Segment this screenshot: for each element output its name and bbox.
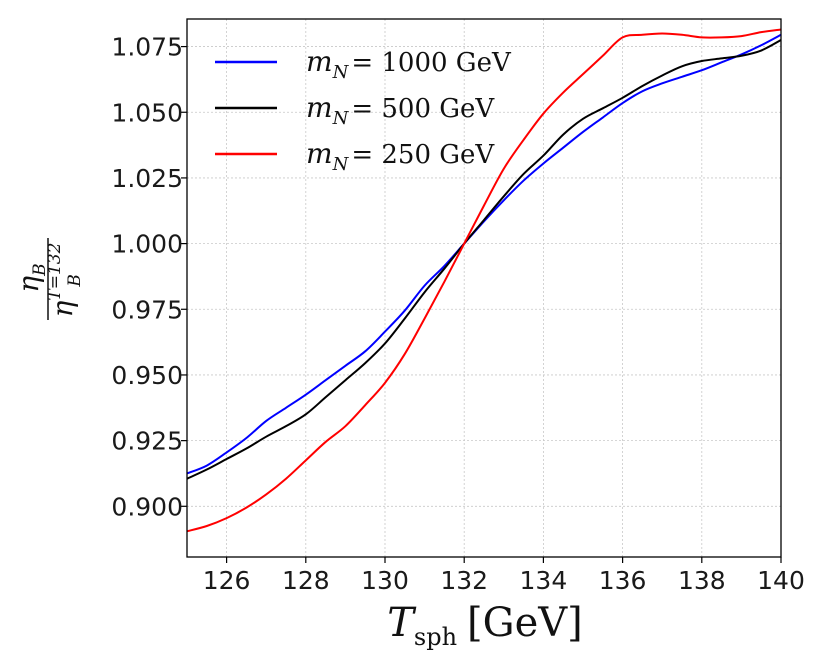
y-tick-label: 1.075 — [111, 33, 183, 62]
y-tick-label: 1.050 — [111, 98, 183, 127]
y-tick-label: 0.950 — [111, 361, 183, 390]
y-tick-label: 1.025 — [111, 164, 183, 193]
x-tick-label: 126 — [203, 566, 251, 595]
x-tick-label: 130 — [361, 566, 409, 595]
series-line-3 — [186, 28, 782, 533]
y-axis-denominator: ηT=132B — [45, 243, 85, 318]
legend-label-3: mN = 250 GeV — [306, 137, 495, 175]
x-tick-label: 136 — [599, 566, 647, 595]
y-tick-label: 0.900 — [111, 492, 183, 521]
series-layer — [186, 28, 782, 533]
legend-label-1: mN = 1000 GeV — [306, 45, 512, 83]
x-tick-label: 128 — [282, 566, 330, 595]
y-tick-labels: 0.900 0.925 0.950 0.975 1.000 1.025 1.050 1.075 — [111, 33, 183, 522]
x-tick-label: 134 — [520, 566, 568, 595]
x-tick-label: 140 — [757, 566, 805, 595]
x-tick-label: 138 — [678, 566, 726, 595]
y-axis-numerator: ηB — [12, 263, 50, 292]
grid — [187, 19, 782, 557]
legend: mN = 1000 GeV mN = 500 GeV mN = 250 GeV — [215, 45, 512, 175]
y-tick-label: 1.000 — [111, 230, 183, 259]
y-axis-title: ηB ηT=132B — [12, 238, 85, 320]
legend-label-2: mN = 500 GeV — [306, 91, 495, 129]
x-tick-label: 132 — [440, 566, 488, 595]
y-tick-label: 0.925 — [111, 427, 183, 456]
ticks — [181, 45, 782, 563]
x-tick-labels: 126 128 130 132 134 136 138 140 — [203, 566, 805, 595]
series-line-2 — [186, 39, 782, 480]
plot-frame — [186, 18, 782, 558]
x-axis-title: Tsph [GeV] — [387, 600, 583, 651]
y-tick-label: 0.975 — [111, 295, 183, 324]
